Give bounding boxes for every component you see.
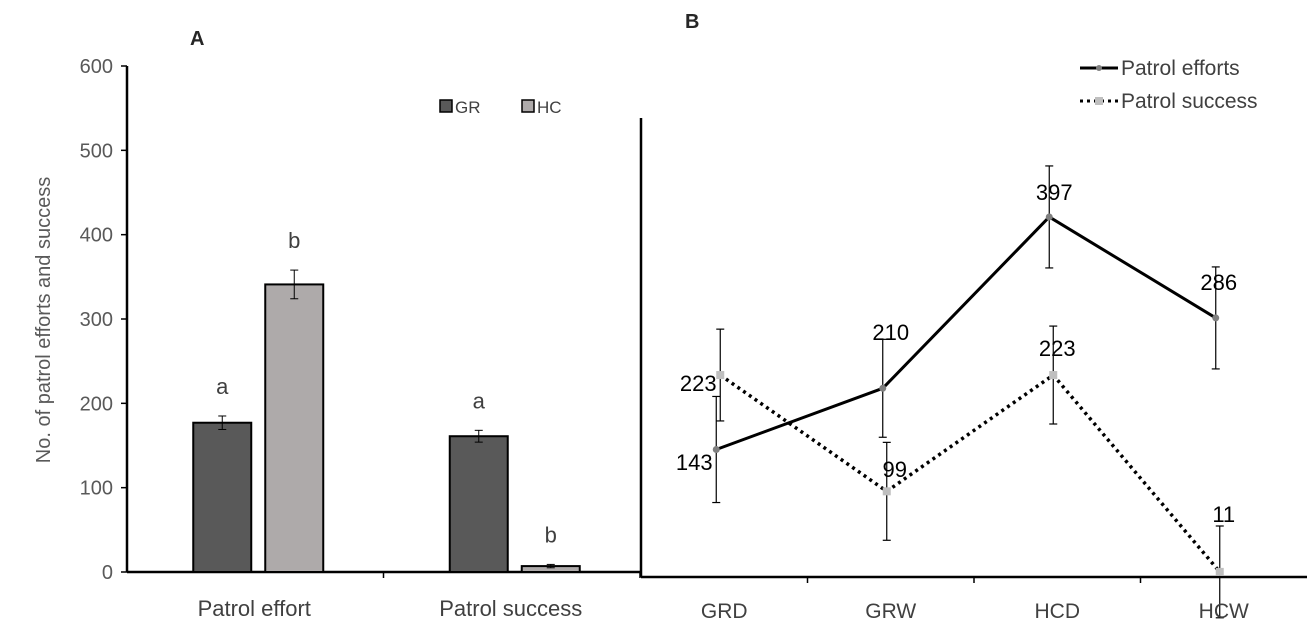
point-marker <box>712 446 720 453</box>
line-patrol-efforts <box>715 215 1217 451</box>
point-marker <box>716 371 725 380</box>
data-label: 11 <box>1212 502 1235 527</box>
category-label: HCD <box>1035 600 1081 623</box>
data-label: 210 <box>872 320 909 345</box>
data-label: 397 <box>1036 180 1073 205</box>
significance-letter: a <box>216 374 229 399</box>
panel-a: A No. of patrol efforts and success 0 100… <box>33 28 641 621</box>
panel-b-category-labels: GRD GRW HCD HCW <box>701 577 1249 623</box>
legend-swatch-hc <box>521 99 535 113</box>
panel-a-label: A <box>190 28 204 50</box>
line-patrol-success <box>719 372 1222 574</box>
panel-b-legend: Patrol efforts Patrol success <box>1080 57 1258 113</box>
panel-a-y-ticks: 0 100 200 300 400 500 600 <box>80 56 127 584</box>
point-marker <box>1045 213 1053 221</box>
data-label: 143 <box>676 450 713 475</box>
category-label: Patrol success <box>439 596 582 621</box>
significance-letter: b <box>545 522 557 547</box>
significance-letter: a <box>473 388 486 413</box>
significance-letter: b <box>288 228 300 253</box>
data-label: 223 <box>1039 336 1076 361</box>
bar-gr <box>192 421 253 574</box>
legend-marker <box>1095 97 1103 105</box>
point-marker <box>1212 314 1220 322</box>
legend-label: GR <box>455 98 481 117</box>
category-label: Patrol effort <box>198 596 311 621</box>
panel-a-category-labels: Patrol effort Patrol success <box>198 572 641 621</box>
category-label: GRD <box>701 600 748 623</box>
panel-b-lines: 143 210 397 286 223 99 223 11 <box>676 165 1237 619</box>
legend-label: Patrol efforts <box>1121 57 1240 80</box>
point-marker <box>879 384 887 392</box>
legend-swatch-gr <box>439 99 453 113</box>
y-tick-label: 300 <box>80 309 113 331</box>
category-label: HCW <box>1199 600 1249 623</box>
legend-label: HC <box>537 98 562 117</box>
y-tick-label: 400 <box>80 225 113 247</box>
legend-label: Patrol success <box>1121 90 1258 113</box>
data-label: 286 <box>1200 270 1237 295</box>
point-marker <box>1215 567 1224 576</box>
bar-hc <box>264 283 325 573</box>
bar-gr <box>448 435 509 573</box>
panel-b-label: B <box>685 11 699 33</box>
legend-marker <box>1096 65 1102 71</box>
panel-a-bars: a b a b <box>192 228 581 574</box>
panel-b: B 143 210 397 286 223 99 223 11 GRD GRW HCD HCW Pa… <box>639 11 1307 623</box>
point-marker <box>882 487 891 496</box>
data-label: 223 <box>680 371 717 396</box>
y-tick-label: 100 <box>80 478 113 500</box>
panel-a-y-axis-label: No. of patrol efforts and success <box>33 177 55 463</box>
panel-a-legend: GR HC <box>439 98 562 117</box>
y-tick-label: 0 <box>102 562 113 584</box>
category-label: GRW <box>865 600 916 623</box>
y-tick-label: 600 <box>80 56 113 78</box>
point-marker <box>1049 371 1058 380</box>
y-tick-label: 200 <box>80 393 113 415</box>
data-label: 99 <box>883 457 907 482</box>
y-tick-label: 500 <box>80 140 113 162</box>
